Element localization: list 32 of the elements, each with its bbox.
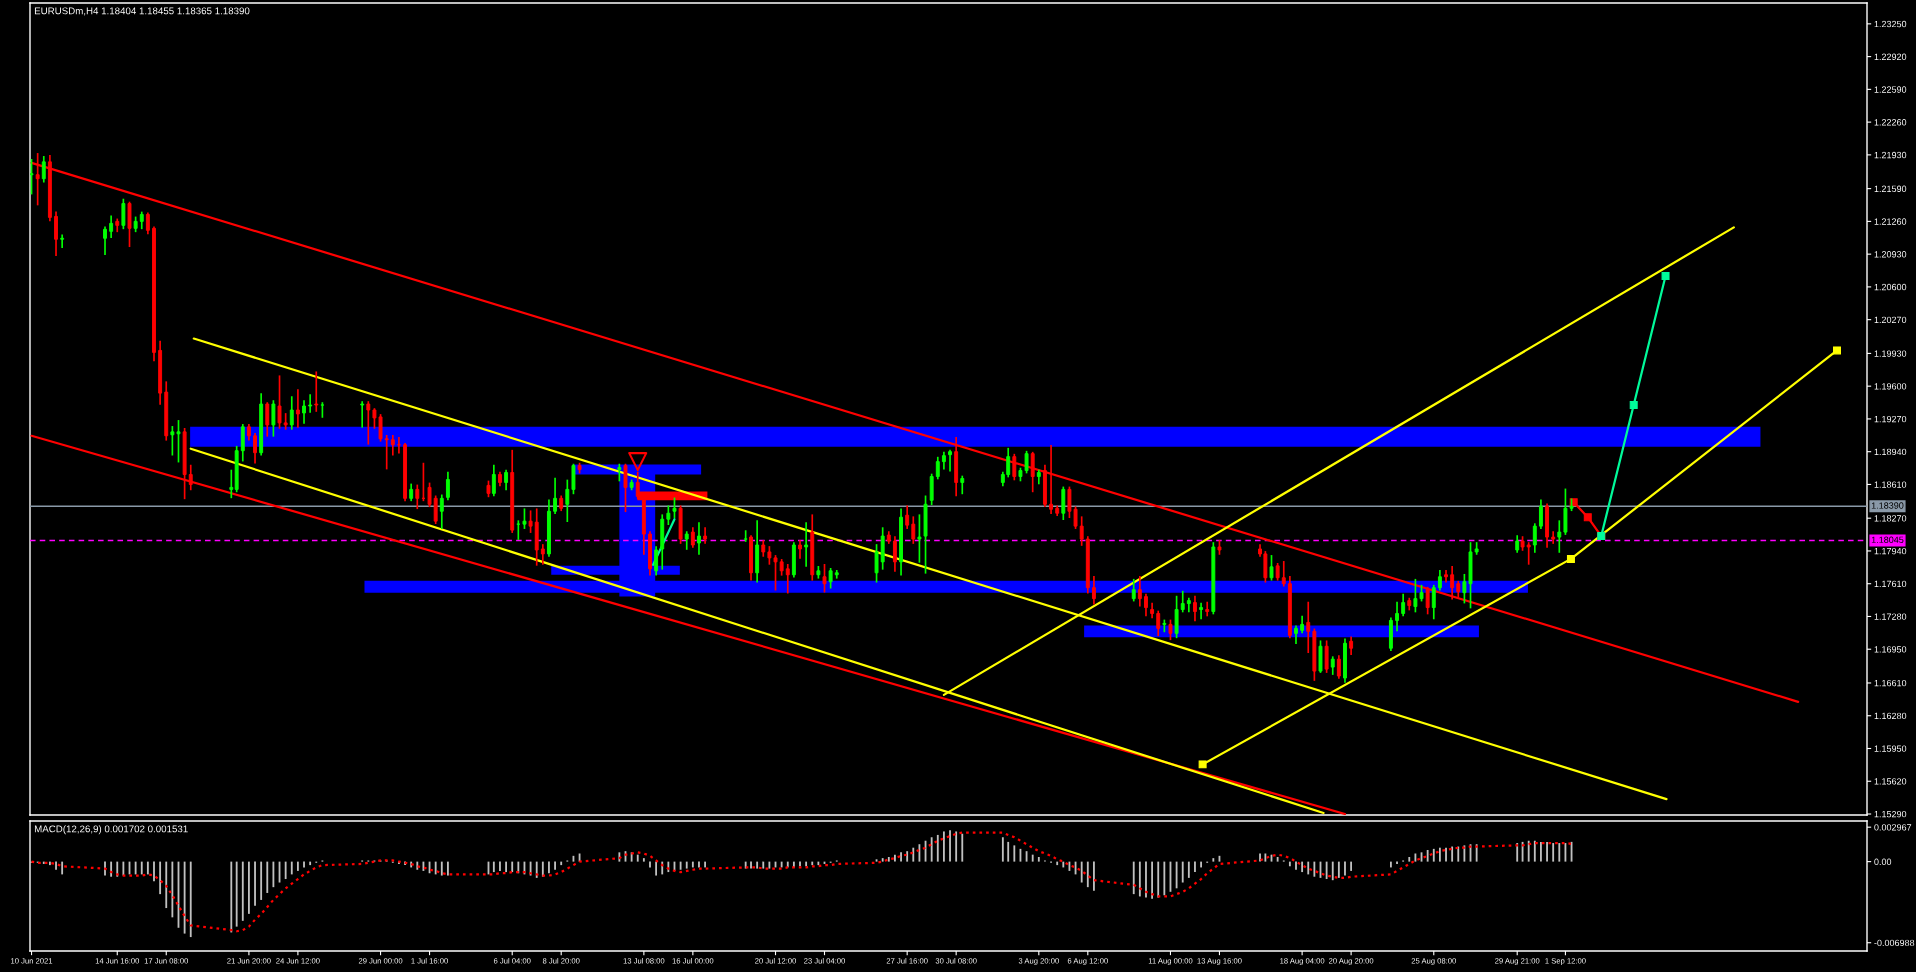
y-tick-label: 1.18940 (1874, 448, 1907, 456)
y-tick-label: 1.15950 (1874, 745, 1907, 752)
y-tick-label: 1.22260 (1874, 119, 1907, 126)
y-tick-label: 1.15290 (1874, 810, 1907, 818)
y-tick-label: 1.22590 (1874, 86, 1907, 93)
y-tick-label: 0.002967 (1874, 824, 1912, 831)
y-tick-label: 1.23250 (1874, 20, 1907, 28)
y-tick-label: 1.19600 (1874, 383, 1907, 390)
y-tick-label: -0.006988 (1874, 939, 1915, 947)
y-tick-label: 1.21590 (1874, 185, 1907, 192)
y-tick-label: 1.20270 (1874, 316, 1907, 324)
y-tick-label: 1.20600 (1874, 283, 1907, 291)
y-tick-label: 1.19270 (1874, 415, 1907, 423)
ref-line-label: 1.18390 (1871, 502, 1904, 509)
chart-title: EURUSDm,H4 1.18404 1.18455 1.18365 1.18390 (34, 7, 250, 16)
y-tick-label: 1.17280 (1874, 613, 1907, 620)
y-tick-label: 1.18610 (1874, 481, 1907, 488)
y-tick-label: 1.16610 (1874, 679, 1907, 687)
y-tick-label: 1.21930 (1874, 151, 1907, 159)
y-tick-label: 0.00 (1874, 858, 1892, 865)
y-tick-label: 1.16950 (1874, 646, 1907, 653)
y-tick-label: 1.15620 (1874, 778, 1907, 785)
chart-title: MACD(12,26,9) 0.001702 0.001531 (34, 825, 188, 835)
y-tick-label: 1.17610 (1874, 580, 1907, 588)
y-tick-label: 1.17940 (1874, 547, 1907, 555)
y-tick-label: 1.21260 (1874, 218, 1907, 225)
y-tick-label: 1.16280 (1874, 712, 1907, 720)
y-tick-label: 1.22920 (1874, 53, 1907, 60)
ref-line-label: 1.18045 (1871, 536, 1904, 543)
y-tick-label: 1.19930 (1874, 350, 1907, 357)
y-tick-label: 1.18270 (1874, 515, 1907, 522)
y-tick-label: 1.20930 (1874, 251, 1907, 258)
